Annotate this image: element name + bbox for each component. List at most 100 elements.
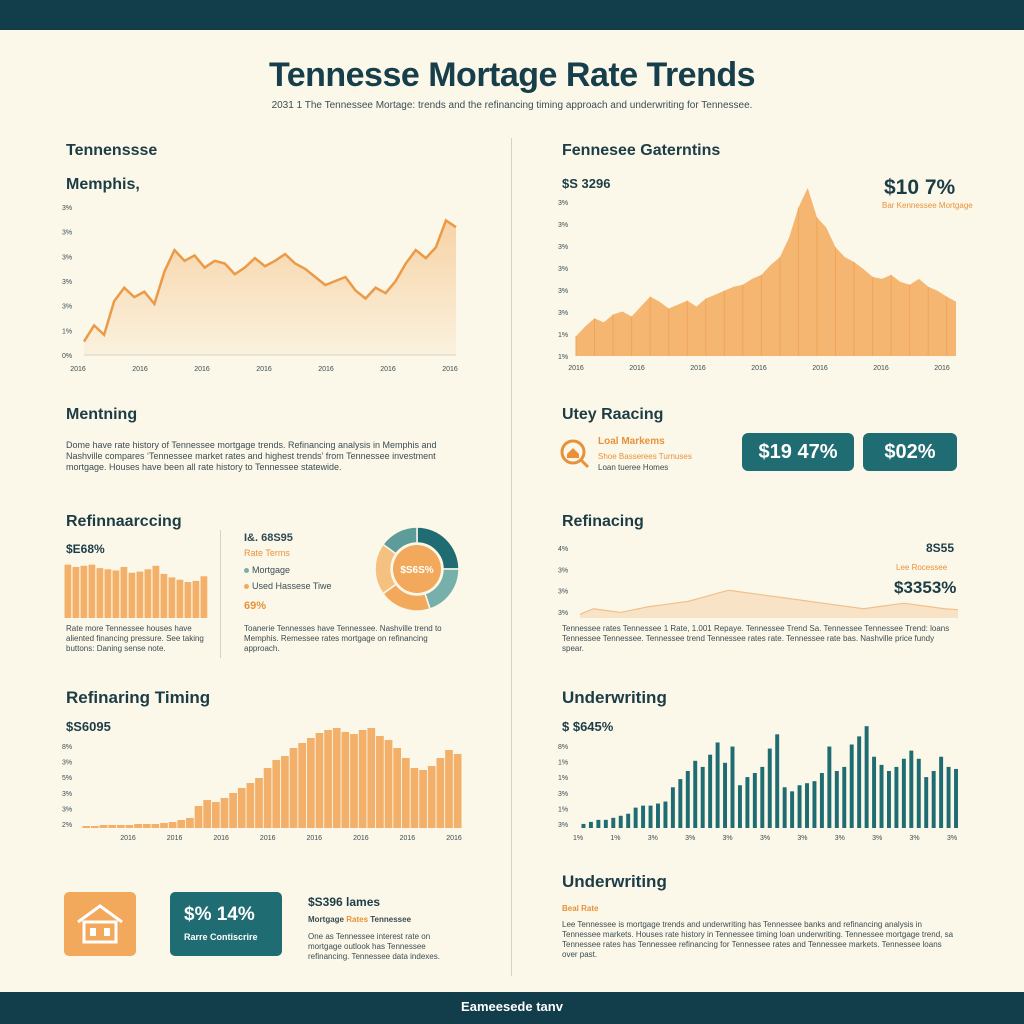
- donut-slice: [381, 526, 418, 555]
- timing-bar: [341, 732, 350, 828]
- timing-xtick: 2016: [120, 835, 136, 842]
- refin-left-bar: [104, 569, 112, 618]
- under-xtick: 1%: [573, 835, 583, 842]
- under-bar: [872, 756, 877, 828]
- timing-bar: [332, 728, 341, 828]
- memphis-xtick: 2016: [442, 366, 458, 373]
- under-bar: [581, 823, 586, 828]
- refin-left-heading: Refinnaarccing: [66, 513, 182, 530]
- timing-bar: [393, 748, 402, 828]
- under-bar: [708, 754, 713, 828]
- under-xtick: 3%: [685, 835, 695, 842]
- under-xtick: 3%: [872, 835, 882, 842]
- bottom-rate-label: Rarre Contiscrire: [184, 932, 258, 942]
- memphis-ytick: 3%: [62, 304, 72, 311]
- timing-ytick: 3%: [62, 806, 72, 813]
- bottom-sub-3: Tennessee: [370, 915, 412, 924]
- memphis-xtick: 2016: [318, 366, 334, 373]
- timing-bar: [116, 825, 125, 828]
- refin-left-bar: [120, 566, 128, 618]
- gater-ytick: 3%: [558, 266, 568, 273]
- timing-bar: [220, 798, 229, 828]
- timing-bar: [108, 825, 117, 828]
- timing-bar: [203, 800, 212, 828]
- refin-right-heading: Refinacing: [562, 513, 644, 530]
- refin-legend-item-1: Rate Terms: [244, 548, 290, 558]
- under-bar: [894, 766, 899, 828]
- timing-ytick: 8%: [62, 744, 72, 751]
- under-bar: [819, 773, 824, 828]
- refin-left-bar: [128, 572, 136, 618]
- gater-ytick: 3%: [558, 288, 568, 295]
- under-bar: [603, 819, 608, 828]
- utey-rate-pill-1: $19 47%: [742, 433, 854, 471]
- refin-left-bar: [112, 570, 120, 618]
- gater-xtick: 2016: [934, 365, 950, 372]
- bottom-title: $S396 lames: [308, 895, 381, 909]
- under-bar: [797, 785, 802, 828]
- under-bar: [767, 748, 772, 828]
- memphis-xtick: 2016: [256, 366, 272, 373]
- underwriting-chart-value: $ $645%: [562, 719, 614, 734]
- refin-right-ytick: 4%: [558, 546, 568, 553]
- under-bar: [723, 762, 728, 828]
- memphis-ytick: 3%: [62, 279, 72, 286]
- under-bar: [946, 766, 951, 828]
- under-bar: [648, 805, 653, 828]
- under-xtick: 3%: [760, 835, 770, 842]
- refin-right-area-chart: 4% 3% 3% 3%: [558, 546, 959, 618]
- refin-left-bar: [136, 571, 144, 618]
- under-bar: [886, 770, 891, 828]
- under-bar: [745, 777, 750, 828]
- under-bar: [633, 807, 638, 828]
- memphis-line: [82, 218, 457, 343]
- timing-ytick: 3%: [62, 760, 72, 767]
- under-bar: [939, 756, 944, 828]
- under-ytick: 3%: [558, 822, 568, 829]
- under-xtick: 3%: [947, 835, 957, 842]
- under-bar: [812, 781, 817, 828]
- refin-right-area: [580, 590, 958, 618]
- under-bar: [879, 764, 884, 828]
- timing-bar: [211, 802, 220, 828]
- timing-heading: Refinaring Timing: [66, 688, 211, 707]
- under-xtick: 3%: [723, 835, 733, 842]
- timing-bar: [246, 783, 255, 828]
- timing-ytick: 3%: [62, 791, 72, 798]
- refin-left-bar: [96, 568, 104, 618]
- timing-bar: [263, 768, 272, 828]
- memphis-subheading: Memphis,: [66, 176, 140, 193]
- under-bar: [641, 805, 646, 828]
- underwriting-text-tag: Beal Rate: [562, 904, 599, 913]
- timing-xtick: 2016: [353, 835, 369, 842]
- memphis-area-chart: 3% 3% 3% 3% 3% 1% 0% 2016 2016 2016 2016 2016 2016 20…: [62, 205, 458, 373]
- under-bar: [685, 770, 690, 828]
- refin-legend-value: 69%: [244, 600, 267, 612]
- refin-left-bar: [80, 565, 88, 618]
- page-subtitle: 2031 1 The Tennessee Mortage: trends and…: [271, 100, 753, 111]
- timing-xtick: 2016: [400, 835, 416, 842]
- gaterntins-heading: Fennesee Gaterntins: [562, 142, 721, 159]
- under-bar: [626, 813, 631, 828]
- underwriting-bar-chart: 8% 1% 1% 3% 1% 3% 1% 1% 3% 3% 3% 3% 3% 3% 3% 3% 3%: [558, 726, 958, 842]
- memphis-xtick: 2016: [380, 366, 396, 373]
- under-ytick: 1%: [558, 806, 568, 813]
- timing-ytick: 2%: [62, 822, 72, 829]
- timing-bar: [427, 766, 436, 828]
- under-bar: [700, 766, 705, 828]
- under-bar: [611, 817, 616, 828]
- gater-xtick: 2016: [690, 365, 706, 372]
- memphis-ytick: 3%: [62, 205, 72, 212]
- refin-left-bar-chart: [64, 564, 208, 618]
- memphis-xtick: 2016: [70, 366, 86, 373]
- column-divider: [511, 138, 512, 976]
- refin-left-bar: [192, 580, 200, 618]
- under-bar: [782, 787, 787, 828]
- memphis-heading: Tennenssse: [66, 142, 158, 159]
- refin-left-bar: [64, 564, 72, 618]
- memphis-area: [84, 220, 456, 355]
- footer-bar: Eameesede tanv: [0, 992, 1024, 1024]
- timing-bar: [401, 758, 410, 828]
- under-bar: [790, 791, 795, 828]
- gaterntins-area-chart: 3%3%3%3%3%3%1%1%2016 2016 2016 2016 2016 2016…: [558, 187, 956, 372]
